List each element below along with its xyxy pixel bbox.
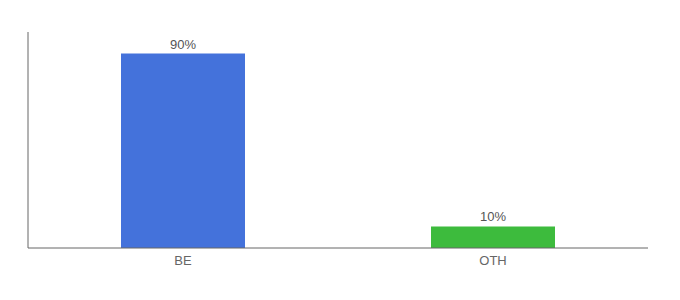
svg-text:90%: 90% xyxy=(170,37,196,52)
svg-text:OTH: OTH xyxy=(479,253,506,268)
svg-text:10%: 10% xyxy=(480,209,506,224)
svg-text:BE: BE xyxy=(174,253,192,268)
